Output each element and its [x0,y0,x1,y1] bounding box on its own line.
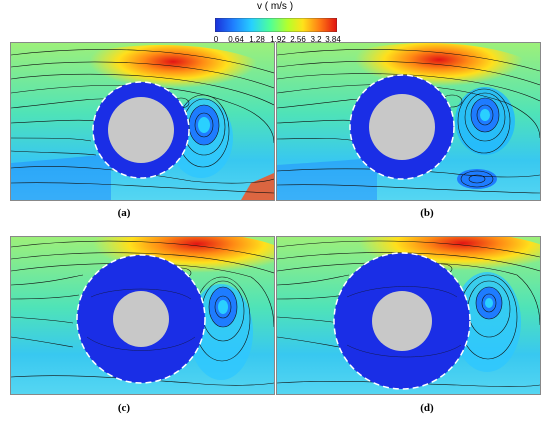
flow-panel-d [276,236,541,395]
colorbar-tick: 1.92 [270,35,286,44]
colorbar [215,18,337,32]
colorbar-tick: 0.64 [228,35,244,44]
flow-panel-c [10,236,275,395]
panel-caption-d: (d) [420,402,434,414]
colorbar-tick: 3.2 [310,35,322,44]
colorbar-tick: 2.56 [290,35,306,44]
colorbar-title: v ( m/s ) [256,1,294,12]
colorbar-tick: 1.28 [249,35,265,44]
colorbar-tick: 3.84 [325,35,341,44]
colorbar-tick: 0 [213,35,219,44]
flow-panel-a [10,42,275,201]
panel-caption-b: (b) [420,207,434,219]
panel-caption-c: (c) [117,402,131,414]
flow-panel-b [276,42,541,201]
panel-caption-a: (a) [117,207,131,219]
